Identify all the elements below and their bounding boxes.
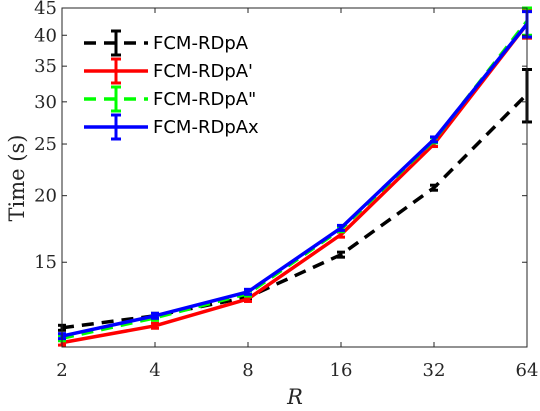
- y-axis-title: Time (s): [5, 135, 29, 222]
- x-axis-title: R: [286, 385, 303, 409]
- x-axis: 2 4 8 16 32 64: [56, 8, 538, 381]
- legend-label: FCM-RDpA": [153, 89, 256, 110]
- series-layer: [58, 6, 532, 347]
- series-line: [61, 92, 529, 330]
- legend-item: FCM-RDpAx: [84, 113, 259, 141]
- y-axis: 15 20 25 30 35 40 45: [34, 0, 527, 273]
- x-tick-label: 32: [423, 360, 446, 381]
- legend-item: FCM-RDpA: [84, 29, 249, 57]
- x-tick-label: 2: [56, 360, 67, 381]
- x-tick-label: 4: [149, 360, 160, 381]
- x-tick-label: 16: [330, 360, 353, 381]
- y-tick-label: 25: [34, 134, 57, 155]
- y-tick-label: 20: [34, 186, 57, 207]
- legend-item: FCM-RDpA": [84, 85, 256, 113]
- y-tick-label: 45: [34, 0, 57, 19]
- series-line: [61, 22, 529, 345]
- y-tick-label: 15: [34, 252, 57, 273]
- legend-label: FCM-RDpA: [153, 33, 249, 54]
- series-line: [61, 22, 529, 338]
- y-tick-label: 35: [34, 56, 57, 77]
- x-tick-label: 8: [242, 360, 253, 381]
- plot-area: [62, 8, 527, 347]
- plot-frame: [61, 7, 528, 348]
- x-tick-label: 64: [516, 360, 539, 381]
- legend-label: FCM-RDpA': [153, 61, 253, 82]
- legend: FCM-RDpA FCM-RDpA' FCM-RDpA" FCM-RDpAx: [84, 29, 259, 141]
- legend-label: FCM-RDpAx: [153, 117, 259, 138]
- legend-item: FCM-RDpA': [84, 57, 253, 85]
- y-tick-label: 40: [34, 25, 57, 46]
- y-tick-label: 30: [34, 92, 57, 113]
